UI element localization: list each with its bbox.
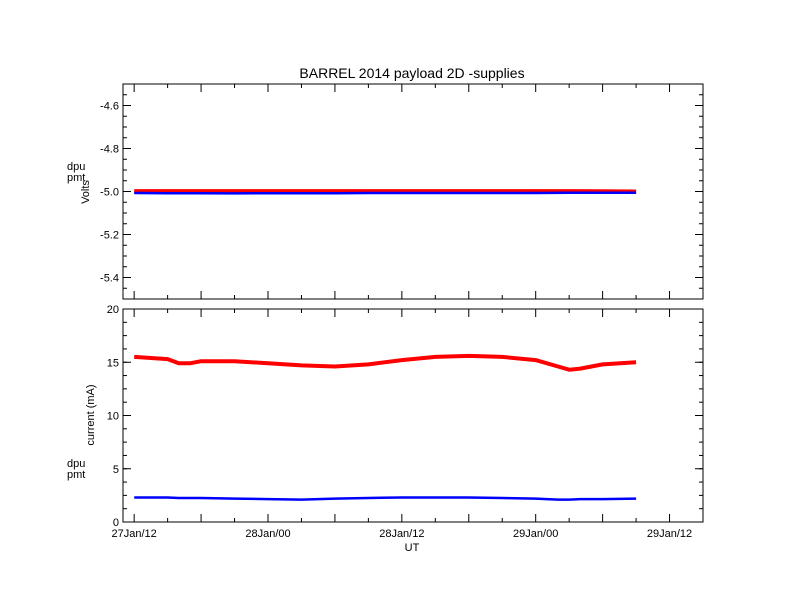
x-axis-label: UT [405, 542, 420, 554]
current-ytick-label: 10 [107, 411, 119, 423]
voltage-ylabel: Volts [80, 180, 92, 204]
current-series-pmt [134, 496, 637, 501]
voltage-legend-dpu: dpu [67, 161, 85, 173]
current-ytick-label: 15 [107, 357, 119, 369]
x-tick-label: 28Jan/12 [379, 528, 424, 540]
current-plot-frame [122, 308, 704, 523]
chart-title: BARREL 2014 payload 2D -supplies [299, 65, 524, 81]
current-ytick-label: 0 [113, 517, 119, 529]
current-ytick-label: 20 [107, 304, 119, 316]
x-tick-label: 27Jan/12 [112, 528, 157, 540]
voltage-legend-pmt: pmt [67, 172, 85, 184]
x-tick-label: 29Jan/00 [513, 528, 558, 540]
current-legend-dpu: dpu [67, 458, 85, 470]
voltage-ytick-label: -4.6 [100, 101, 119, 113]
current-panel: current (mA) dpu pmt 0 5 10 15 20 [67, 304, 704, 529]
voltage-series-pmt [134, 191, 637, 195]
voltage-ytick-label: -4.8 [100, 144, 119, 156]
voltage-ytick-label: -5.2 [100, 230, 119, 242]
x-tick-label: 29Jan/12 [647, 528, 692, 540]
current-series-dpu [134, 353, 637, 372]
current-ytick-label: 5 [113, 464, 119, 476]
current-legend-pmt: pmt [67, 469, 85, 481]
x-tick-label: 28Jan/00 [245, 528, 290, 540]
voltage-ytick-label: -5.0 [100, 187, 119, 199]
voltage-ytick-label: -5.4 [100, 273, 119, 285]
voltage-panel: Volts dpu pmt -4.6 -4.8 -5.0 -5.2 -5.4 [67, 83, 704, 300]
current-ylabel: current (mA) [85, 384, 97, 445]
